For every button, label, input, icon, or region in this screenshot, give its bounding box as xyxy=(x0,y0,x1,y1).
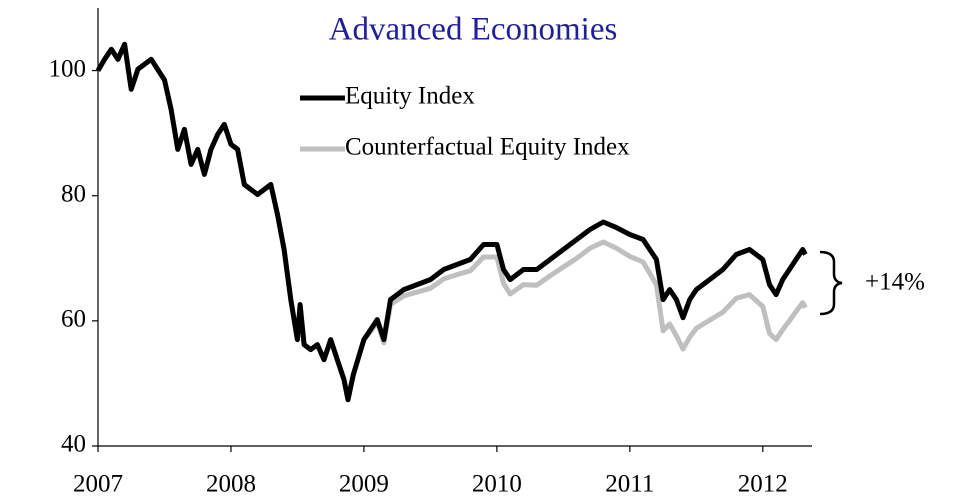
x-tick-label: 2011 xyxy=(605,471,654,498)
x-tick-label: 2009 xyxy=(339,471,389,498)
y-tick-label: 60 xyxy=(61,306,86,333)
brace xyxy=(819,250,843,316)
x-tick-label: 2010 xyxy=(472,471,522,498)
chart-title: Advanced Economies xyxy=(329,12,618,48)
y-tick-label: 40 xyxy=(61,431,86,458)
legend-label: Equity Index xyxy=(345,83,475,110)
legend-label: Counterfactual Equity Index xyxy=(345,134,630,161)
annotation: +14% xyxy=(865,269,925,296)
x-tick-label: 2008 xyxy=(206,471,256,498)
y-tick-label: 100 xyxy=(49,55,87,82)
x-tick-label: 2012 xyxy=(738,471,788,498)
line-series xyxy=(95,41,808,403)
y-tick-label: 80 xyxy=(61,180,86,207)
x-tick-label: 2007 xyxy=(73,471,123,498)
